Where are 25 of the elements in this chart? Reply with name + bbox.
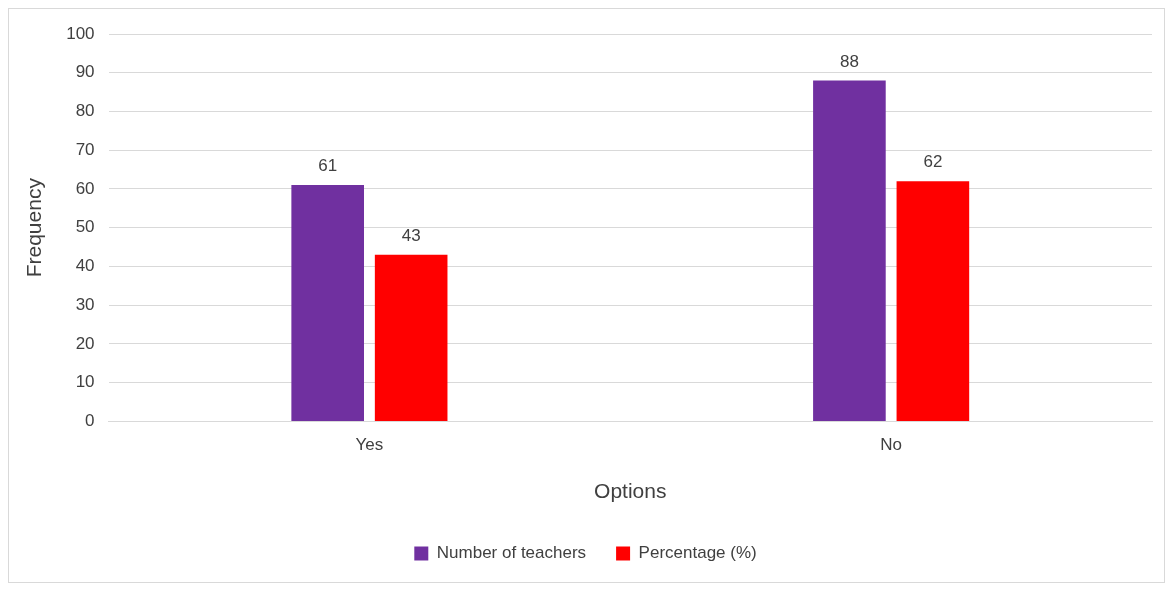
bar — [291, 185, 364, 421]
y-tick-label: 70 — [75, 139, 95, 159]
y-tick-label: 0 — [85, 411, 95, 431]
data-label: 61 — [318, 156, 338, 176]
y-tick-label: 50 — [75, 217, 95, 237]
y-tick-label: 80 — [75, 101, 95, 121]
y-axis-title: Frequency — [22, 177, 46, 278]
y-tick-label: 100 — [66, 23, 95, 43]
bar — [813, 80, 886, 421]
legend-label: Number of teachers — [436, 543, 587, 563]
x-axis-title: Options — [594, 479, 667, 503]
data-label: 43 — [401, 226, 421, 246]
bar — [374, 254, 448, 421]
y-tick-label: 40 — [75, 256, 95, 276]
bar — [896, 181, 970, 421]
y-tick-label: 20 — [75, 333, 95, 353]
y-tick-label: 30 — [75, 294, 95, 314]
x-tick-label: Yes — [355, 435, 384, 455]
x-tick-label: No — [880, 435, 903, 455]
data-label: 88 — [839, 51, 859, 71]
y-tick-label: 90 — [75, 62, 95, 82]
legend-label: Percentage (%) — [638, 543, 757, 563]
y-tick-label: 10 — [75, 372, 95, 392]
data-label: 62 — [923, 152, 943, 172]
y-tick-label: 60 — [75, 178, 95, 198]
